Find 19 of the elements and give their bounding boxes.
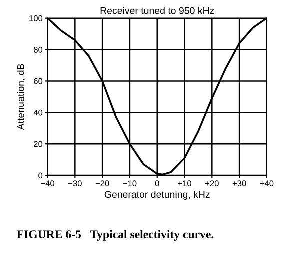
x-tick-label: −40: [41, 180, 55, 187]
x-tick-label: −20: [96, 180, 110, 187]
y-tick-label: 20: [34, 141, 43, 148]
y-axis-title: Attenuation, dB: [17, 64, 26, 130]
y-tick-label: 80: [34, 46, 43, 53]
x-tick-label: +40: [260, 180, 274, 187]
chart-title: Receiver tuned to 950 kHz: [100, 7, 214, 14]
y-tick-label: 100: [30, 16, 43, 22]
y-tick-label: 40: [34, 110, 43, 116]
y-tick-label: 0: [38, 172, 43, 179]
x-tick-label: +10: [178, 180, 192, 187]
x-tick-label: −10: [123, 180, 137, 187]
x-axis-title: Generator detuning, kHz: [104, 190, 210, 200]
x-tick-label: +30: [232, 180, 246, 187]
x-tick-label: −30: [68, 180, 82, 187]
x-tick-label: 0: [155, 180, 160, 187]
x-tick-label: +20: [205, 180, 219, 187]
y-tick-label: 60: [34, 78, 43, 84]
caption: FIGURE 6-5 Typical selectivity curve.: [17, 230, 214, 241]
